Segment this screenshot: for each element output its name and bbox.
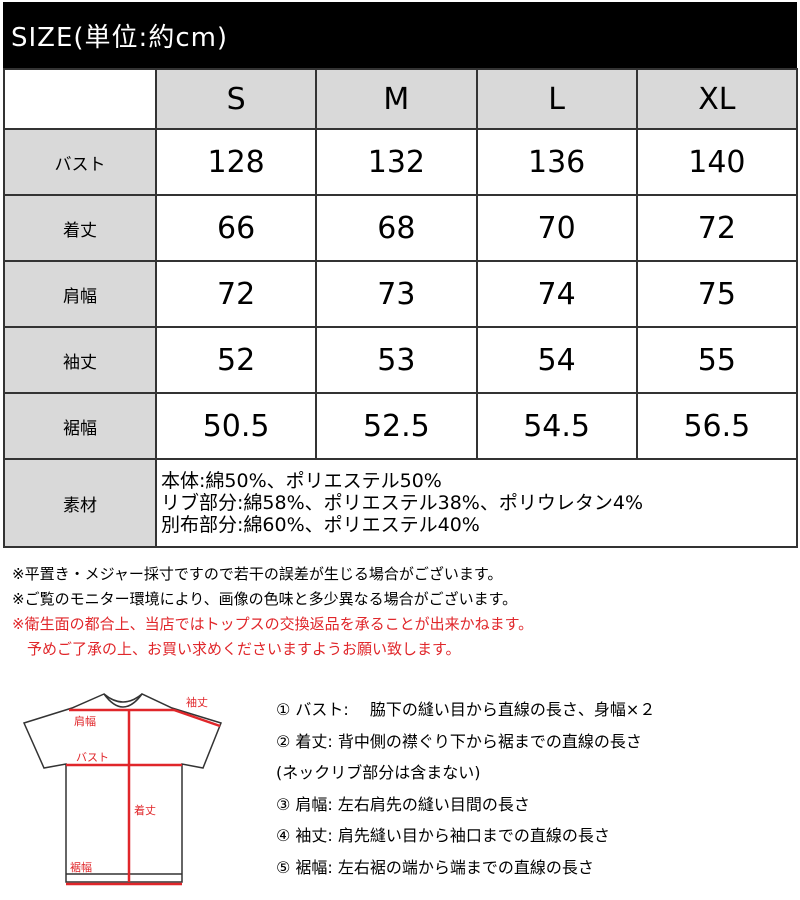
material-line: 別布部分:綿60%、ポリエステル40%: [161, 514, 480, 536]
desc-line: ③ 肩幅: 左右肩先の縫い目間の長さ: [276, 794, 530, 814]
corner-cell: [3, 68, 157, 130]
size-value: 72: [154, 260, 318, 328]
size-header: M: [315, 68, 478, 130]
size-row: 裾幅 50.5 52.5 54.5 56.5: [3, 392, 799, 460]
material-line: リブ部分:綿58%、ポリエステル38%、ポリウレタン4%: [161, 492, 644, 514]
size-value: 53: [315, 326, 478, 394]
size-header: L: [475, 68, 638, 130]
size-value: 54.5: [475, 392, 638, 460]
row-label: バスト: [3, 128, 157, 196]
material-cell: 本体:綿50%、ポリエステル50% リブ部分:綿58%、ポリエステル38%、ポリ…: [155, 458, 798, 548]
material-line: 本体:綿50%、ポリエステル50%: [161, 470, 442, 492]
size-value: 68: [315, 194, 478, 262]
size-value: 50.5: [154, 392, 318, 460]
size-value: 128: [154, 128, 318, 196]
size-row: 袖丈 52 53 54 55: [3, 326, 799, 394]
material-row: 素材 本体:綿50%、ポリエステル50% リブ部分:綿58%、ポリエステル38%…: [3, 458, 798, 548]
size-row: 肩幅 72 73 74 75: [3, 260, 799, 328]
size-value: 56.5: [635, 392, 799, 460]
tshirt-outline: [22, 693, 222, 883]
row-label: 肩幅: [3, 260, 157, 328]
size-value: 140: [635, 128, 799, 196]
measure-lines: [66, 708, 221, 886]
label-shoulder: 肩幅: [74, 714, 96, 728]
size-value: 72: [635, 194, 799, 262]
label-sleeve: 袖丈: [186, 695, 208, 709]
size-value: 74: [475, 260, 638, 328]
row-label: 袖丈: [3, 326, 157, 394]
desc-line: ① バスト: 脇下の縫い目から直線の長さ、身幅×２: [276, 700, 656, 719]
size-value: 73: [315, 260, 478, 328]
label-hem: 裾幅: [70, 860, 92, 874]
size-value: 55: [635, 326, 799, 394]
header-row: S M L XL: [3, 68, 799, 130]
size-table: S M L XL バスト 128 132 136 140 着丈 66 68 70 72 肩幅 72 73…: [3, 68, 799, 548]
size-value: 132: [315, 128, 478, 196]
size-header: XL: [635, 68, 799, 130]
size-value: 54: [475, 326, 638, 394]
notes: ※平置き・メジャー採寸ですので若干の誤差が生じる場合がございます。 ※ご覧のモニ…: [12, 562, 533, 662]
label-bust: バスト: [76, 751, 109, 764]
label-length: 着丈: [134, 803, 156, 817]
size-header: S: [154, 68, 318, 130]
size-row: 着丈 66 68 70 72: [3, 194, 799, 262]
size-title: SIZE(単位:約cm): [3, 2, 797, 68]
desc-line: ⑤ 裾幅: 左右裾の端から端までの直線の長さ: [276, 857, 594, 877]
row-label: 素材: [3, 458, 157, 548]
row-label: 着丈: [3, 194, 157, 262]
size-value: 136: [475, 128, 638, 196]
size-value: 52: [154, 326, 318, 394]
size-value: 70: [475, 194, 638, 262]
measurement-descriptions: ① バスト: 脇下の縫い目から直線の長さ、身幅×２ ② 着丈: 背中側の襟ぐり下…: [276, 694, 655, 883]
desc-line: ② 着丈: 背中側の襟ぐり下から裾までの直線の長さ: [276, 731, 642, 751]
row-label: 裾幅: [3, 392, 157, 460]
size-value: 52.5: [315, 392, 478, 460]
red-note: ※衛生面の都合上、当店ではトップスの交換返品を承ることが出来かねます。: [12, 615, 534, 633]
diagram-labels: 袖丈 肩幅 バスト 着丈 裾幅: [70, 695, 208, 874]
tshirt-diagram: 袖丈 肩幅 バスト 着丈 裾幅: [22, 693, 222, 886]
note: ※ご覧のモニター環境により、画像の色味と多少異なる場合がございます。: [12, 590, 518, 608]
size-value: 66: [154, 194, 318, 262]
size-row: バスト 128 132 136 140: [3, 128, 799, 196]
desc-line: ④ 袖丈: 肩先縫い目から袖口までの直線の長さ: [276, 826, 610, 845]
desc-line: (ネックリブ部分は含まない): [276, 763, 481, 782]
size-value: 75: [635, 260, 799, 328]
note: ※平置き・メジャー採寸ですので若干の誤差が生じる場合がございます。: [12, 565, 503, 583]
red-note: 予めご了承の上、お買い求めくださいますようお願い致します。: [12, 640, 461, 658]
